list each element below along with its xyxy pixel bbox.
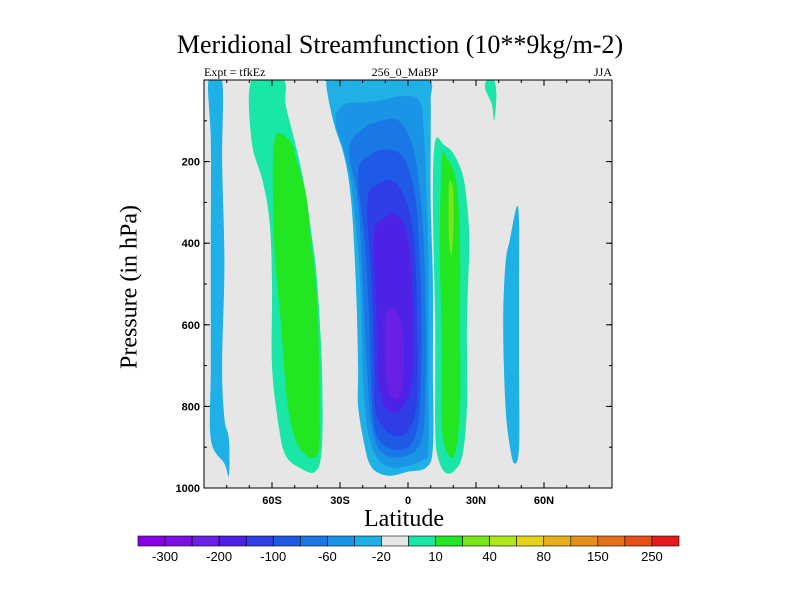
y-ticks-group: 200 400 600 800 1000 xyxy=(176,120,612,495)
colorbar-label: -100 xyxy=(260,549,286,564)
colorbar-label: -20 xyxy=(372,549,391,564)
colorbar: -300 -200 -100 -60 -20 10 40 80 150 250 xyxy=(137,535,680,564)
contour-region xyxy=(439,150,461,459)
contour-region xyxy=(503,205,520,464)
colorbar-swatch xyxy=(543,535,572,547)
colorbar-swatch xyxy=(435,535,463,547)
colorbar-swatch xyxy=(218,535,247,547)
season-label: JJA xyxy=(593,65,612,79)
colorbar-label: 150 xyxy=(587,549,609,564)
colorbar-swatch xyxy=(191,535,220,547)
x-tick-label: 60N xyxy=(534,495,554,507)
colorbar-swatch xyxy=(272,535,301,547)
contour-region xyxy=(208,80,230,477)
x-tick-label: 30N xyxy=(466,495,486,507)
period-label: 256_0_MaBP xyxy=(371,65,439,79)
colorbar-swatch xyxy=(299,535,328,547)
colorbar-swatch xyxy=(624,535,653,547)
colorbar-swatch xyxy=(651,535,680,547)
colorbar-swatch xyxy=(245,535,274,547)
x-axis-label: Latitude xyxy=(364,506,444,532)
colorbar-swatch xyxy=(489,535,517,547)
colorbar-label: 10 xyxy=(428,549,442,564)
colorbar-swatch xyxy=(164,535,193,547)
contour-region xyxy=(324,80,393,90)
experiment-label: Expt = tfkEz xyxy=(204,65,266,79)
chart-title: Meridional Streamfunction (10**9kg/m-2) xyxy=(176,30,624,59)
colorbar-swatch xyxy=(462,535,490,547)
y-tick-label: 400 xyxy=(182,238,200,250)
colorbar-label: 40 xyxy=(482,549,496,564)
x-tick-label: 0 xyxy=(405,495,411,507)
colorbar-swatch xyxy=(137,535,166,547)
y-tick-label: 1000 xyxy=(176,483,200,495)
contour-region xyxy=(384,308,405,400)
colorbar-swatch xyxy=(570,535,599,547)
colorbar-swatch xyxy=(381,535,409,547)
colorbar-swatch xyxy=(408,535,436,547)
colorbar-swatch xyxy=(597,535,626,547)
contour-region xyxy=(484,80,497,121)
contour-region xyxy=(448,180,454,256)
colorbar-label: -300 xyxy=(152,549,178,564)
colorbar-label: 80 xyxy=(537,549,551,564)
contour-region xyxy=(272,132,320,459)
y-tick-label: 800 xyxy=(182,401,200,413)
y-tick-label: 600 xyxy=(182,320,200,332)
contour-fill-group xyxy=(208,80,520,477)
y-tick-label: 200 xyxy=(182,157,200,169)
colorbar-label: 250 xyxy=(641,549,663,564)
colorbar-label: -60 xyxy=(318,549,337,564)
x-tick-label: 30S xyxy=(330,495,350,507)
x-ticks-group: 60S 30S 0 30N 60N xyxy=(226,80,590,507)
colorbar-swatch xyxy=(327,535,355,547)
x-tick-label: 60S xyxy=(262,495,282,507)
colorbar-label: -200 xyxy=(206,549,232,564)
colorbar-swatch xyxy=(516,535,545,547)
colorbar-swatch xyxy=(354,535,382,547)
